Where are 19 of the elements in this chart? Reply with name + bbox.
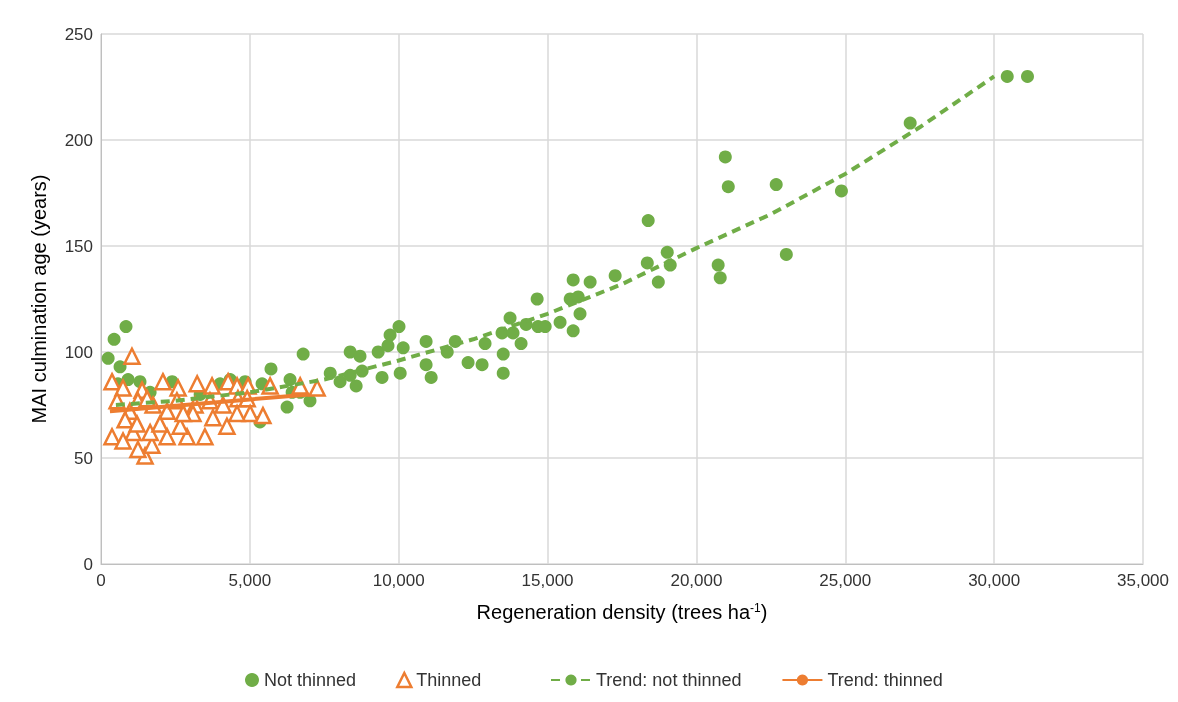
x-tick-label: 20,000 <box>670 571 723 590</box>
y-tick-label: 100 <box>64 342 93 362</box>
legend-label: Thinned <box>416 670 482 690</box>
y-axis-title: MAI culmination age (years) <box>28 174 50 424</box>
x-tick-label: 15,000 <box>521 571 574 590</box>
legend-label: Trend: not thinned <box>596 670 742 690</box>
x-tick-label: 5,000 <box>228 571 272 590</box>
y-tick-label: 250 <box>64 24 93 44</box>
legend-label: Not thinned <box>264 670 357 690</box>
x-tick-label: 0 <box>96 571 106 590</box>
y-tick-label: 150 <box>64 236 93 256</box>
x-tick-label: 30,000 <box>968 571 1021 590</box>
y-tick-label: 50 <box>74 448 93 468</box>
y-tick-label: 0 <box>83 554 93 574</box>
legend-label: Trend: thinned <box>827 670 943 690</box>
x-tick-label: 10,000 <box>372 571 425 590</box>
x-tick-label: 25,000 <box>819 571 872 590</box>
x-tick-label: 35,000 <box>1117 571 1169 590</box>
y-tick-label: 200 <box>64 130 93 150</box>
